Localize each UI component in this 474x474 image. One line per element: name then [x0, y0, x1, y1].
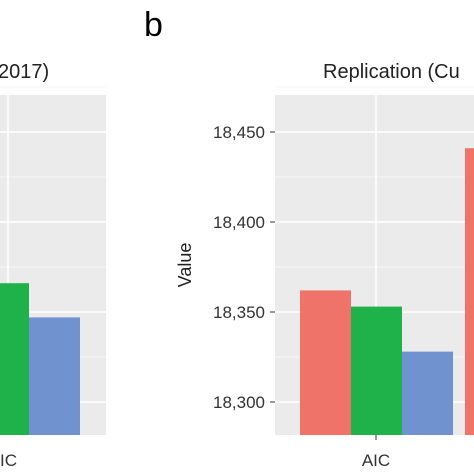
- panel-a-bar-1: [0, 283, 29, 435]
- panel-a-title: 2017): [0, 61, 49, 83]
- panel-b-x-tick-label: AIC: [362, 451, 390, 470]
- y-tick-label: 18,300: [213, 393, 265, 412]
- panel-b-bar-2: [351, 306, 402, 435]
- panel-b-letter: b: [144, 6, 163, 44]
- panel-b-bars: [300, 148, 474, 435]
- panel-b: b Replication (Cu 18,300 18,350 18,400 18,4…: [144, 6, 474, 470]
- panel-a-bars: [0, 283, 80, 435]
- panel-a-bar-2: [29, 317, 80, 435]
- panel-b-bar-3: [402, 351, 453, 435]
- y-tick-label: 18,450: [213, 123, 265, 142]
- panel-a-x-tick-label: IC: [0, 451, 17, 470]
- panel-a: 2017) IC: [0, 61, 106, 470]
- panel-b-bar-1: [300, 290, 351, 435]
- panel-b-y-axis: 18,300 18,350 18,400 18,450: [213, 123, 275, 412]
- panel-b-title: Replication (Cu: [323, 61, 460, 83]
- panel-b-y-axis-label: Value: [175, 243, 195, 288]
- y-tick-label: 18,400: [213, 213, 265, 232]
- panel-b-bar-4: [465, 148, 474, 435]
- y-tick-label: 18,350: [213, 303, 265, 322]
